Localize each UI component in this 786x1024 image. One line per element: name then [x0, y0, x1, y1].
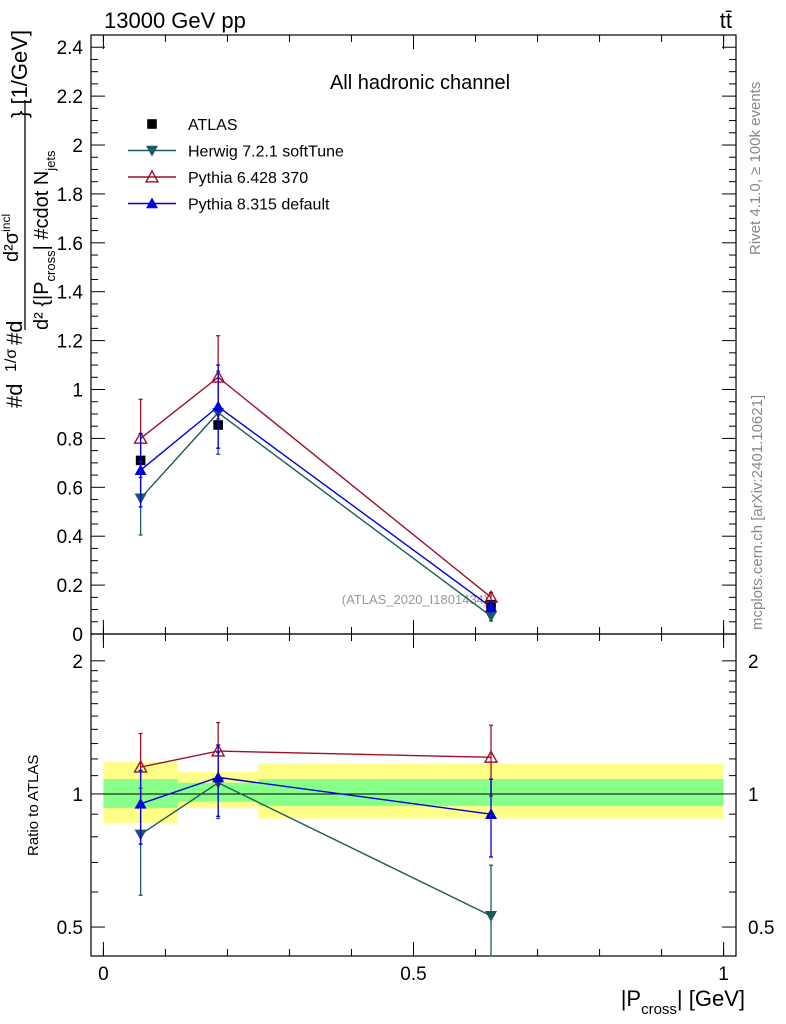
- legend-marker-pythia6: [144, 169, 160, 183]
- point-pythia8: [212, 400, 225, 412]
- svg-text:d² {|Pcross| #cdot Njets: d² {|Pcross| #cdot Njets: [31, 150, 58, 330]
- legend-label-pythia6: Pythia 6.428 370: [188, 170, 308, 187]
- ratio-bands: [103, 762, 724, 823]
- svg-text:#d: #d: [2, 384, 27, 408]
- main-panel: All hadronic channel (ATLAS_2020_I180143…: [57, 34, 737, 646]
- svg-text:d²σincl: d²σincl: [0, 214, 23, 262]
- main-y-ticks: 0 0.2 0.4 0.6 0.8 1 1.2 1.4 1.6 1.8 2 2.2 2.4: [57, 35, 736, 646]
- xlabel-rest: | [GeV]: [677, 986, 745, 1011]
- main-ytick-label: 2.2: [57, 87, 83, 108]
- header-energy: 13000 GeV pp: [104, 8, 246, 33]
- xlabel-sub: cross: [641, 1001, 677, 1018]
- ylabel-denom-rest: | #cdot N: [31, 171, 53, 251]
- mcplots-label: mcplots.cern.ch [arXiv:2401.10621]: [749, 395, 766, 630]
- main-ytick-label: 0.8: [57, 429, 83, 450]
- ratio-y-label: Ratio to ATLAS: [25, 755, 42, 856]
- header-process: tt̄: [720, 8, 732, 33]
- legend-label-herwig: Herwig 7.2.1 softTune: [188, 144, 344, 161]
- ylabel-denom-sub2: jets: [43, 150, 58, 172]
- ylabel-denom-sub: cross: [43, 250, 58, 282]
- main-ytick-label: 1.8: [57, 185, 83, 206]
- main-ytick-label: 0.6: [57, 478, 83, 499]
- point-pythia8: [485, 601, 498, 612]
- ratio-xtick-label: 1: [718, 964, 729, 985]
- ratio-series-group: [133, 721, 499, 957]
- ylabel-suffix: } [1/GeV]: [7, 30, 32, 118]
- ylabel-numer-sup: incl: [0, 214, 13, 232]
- legend: ATLAS Herwig 7.2.1 softTune Pythia 6.428 3…: [128, 117, 344, 214]
- ratio-ytick-label-right: 0.5: [748, 918, 774, 939]
- ratio-panel: 0.5 0.5 1 1 2 2 0 0.5 1 Ratio to ATLAS |Pcross| …: [25, 633, 774, 1018]
- ratio-ytick-label-left: 0.5: [57, 918, 83, 939]
- ratio-xtick-label: 0.5: [400, 964, 426, 985]
- ylabel-numer: d²σ: [1, 231, 23, 262]
- main-ytick-label: 2: [72, 136, 83, 157]
- svg-text:#d: #d: [2, 321, 27, 345]
- ratio-point-pythia8: [212, 771, 225, 783]
- series-line-herwig: [140, 411, 492, 617]
- point-herwig: [485, 611, 498, 623]
- ratio-ytick-label-left: 2: [72, 652, 83, 673]
- ylabel-prefix: #d: [2, 384, 27, 408]
- legend-label-atlas: ATLAS: [188, 117, 238, 134]
- legend-label-pythia8: Pythia 8.315 default: [188, 197, 330, 214]
- x-axis-label: |Pcross| [GeV]: [621, 986, 745, 1018]
- ratio-point-pythia8: [485, 808, 498, 819]
- main-ytick-label: 0.4: [57, 527, 84, 548]
- ratio-point-herwig: [485, 911, 498, 922]
- svg-text:} [1/GeV]: } [1/GeV]: [7, 30, 32, 118]
- main-ytick-label: 1.6: [57, 234, 83, 255]
- main-title: All hadronic channel: [330, 72, 510, 94]
- point-pythia8: [134, 464, 147, 475]
- watermark: (ATLAS_2020_I1801434): [342, 592, 488, 607]
- main-y-axis-label: #d 1/σ #d d²σincl d² {|Pcross| #cdot Nje…: [0, 30, 58, 408]
- main-ytick-label: 1.2: [57, 332, 83, 353]
- main-ytick-label: 1.4: [57, 283, 84, 304]
- main-ytick-label: 0: [72, 625, 83, 646]
- ratio-ytick-label-left: 1: [72, 785, 83, 806]
- rivet-label: Rivet 4.1.0, ≥ 100k events: [747, 82, 764, 255]
- legend-marker-herwig: [146, 145, 158, 157]
- main-ytick-label: 0.2: [57, 576, 83, 597]
- main-series-group: [133, 335, 499, 623]
- ylabel-frac: 1/σ: [3, 349, 20, 372]
- svg-text:1/σ: 1/σ: [3, 349, 20, 372]
- legend-marker-atlas: [147, 119, 157, 129]
- ratio-point-pythia6: [483, 749, 499, 763]
- main-ytick-label: 1: [72, 381, 83, 402]
- ratio-ytick-label-right: 2: [748, 652, 759, 673]
- series-line-pythia6: [140, 376, 492, 598]
- ylabel-d: #d: [2, 321, 27, 345]
- ratio-ytick-label-right: 1: [748, 785, 759, 806]
- ratio-xtick-label: 0: [98, 964, 109, 985]
- ratio-ticks: 0.5 0.5 1 1 2 2 0 0.5 1: [57, 634, 774, 985]
- main-ytick-label: 2.4: [57, 38, 84, 59]
- ylabel-denom: d² {|P: [31, 281, 53, 330]
- legend-marker-pythia8: [146, 197, 158, 209]
- xlabel-main: |P: [621, 986, 641, 1011]
- ratio-point-pythia8: [134, 797, 147, 809]
